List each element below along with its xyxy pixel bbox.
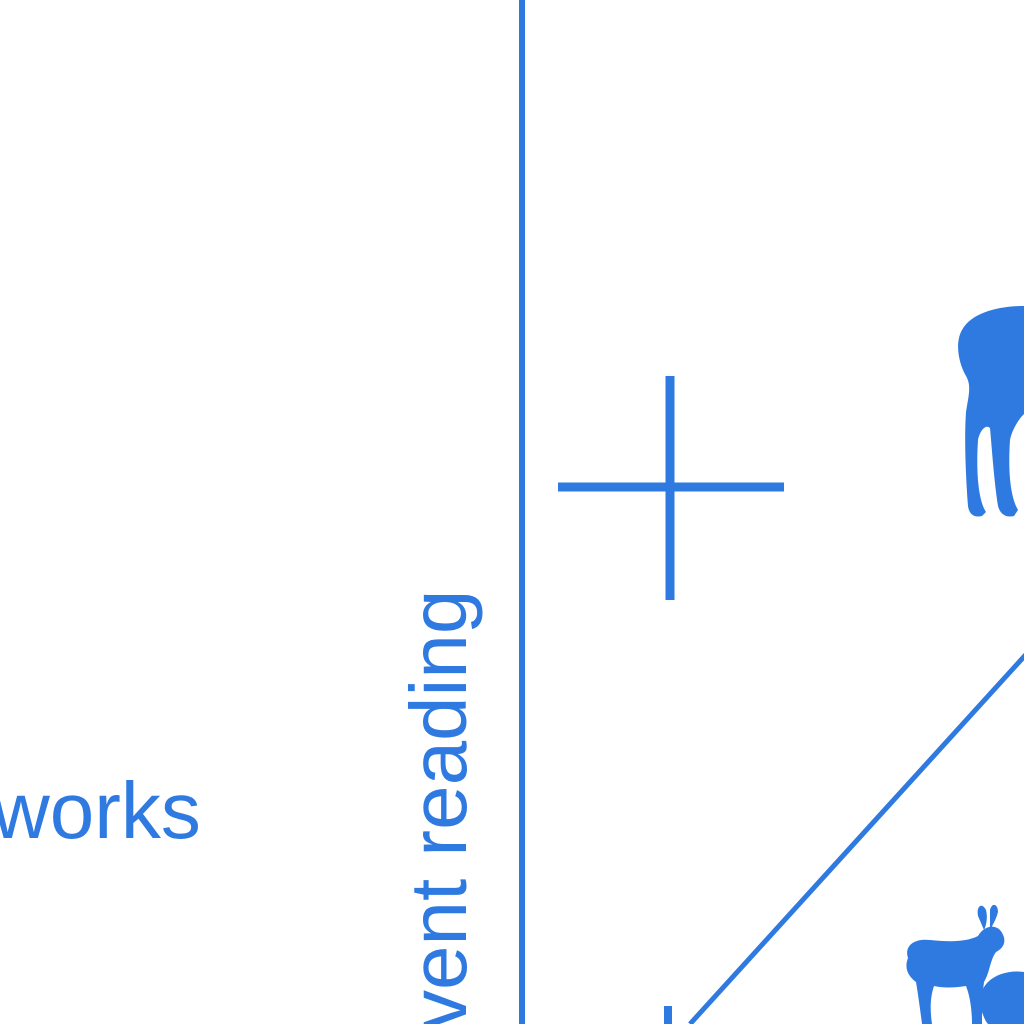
- deer-silhouette-icon: [958, 306, 1024, 517]
- animal-silhouette-icon: [980, 971, 1024, 1024]
- left-label: works: [0, 766, 201, 855]
- vertical-axis-label: vent reading: [394, 590, 483, 1024]
- diagonal-line: [688, 652, 1024, 1024]
- plus-icon: [558, 376, 784, 600]
- antelope-silhouette-icon: [906, 904, 1005, 1024]
